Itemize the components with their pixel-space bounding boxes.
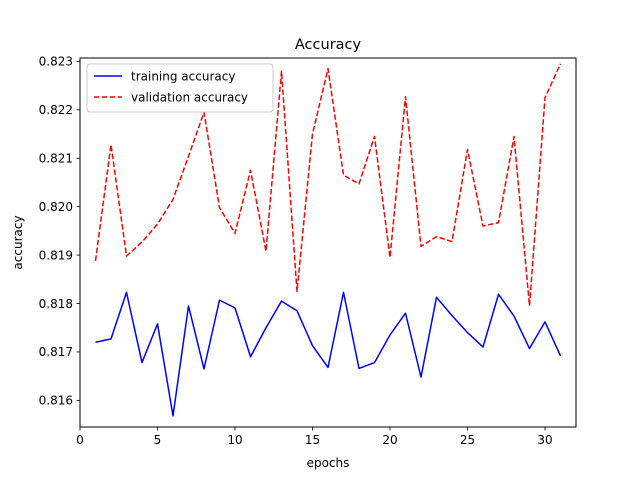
plot-background <box>80 58 576 427</box>
validation-accuracy-line <box>94 63 562 307</box>
plot-frame <box>79 57 577 428</box>
legend-label-validation: validation accuracy <box>131 91 248 105</box>
training-accuracy-line <box>95 291 562 417</box>
y-tick-label: 0.823 <box>39 55 73 69</box>
x-axis-ticks: 0 5 10 15 20 25 30 <box>76 427 553 447</box>
y-tick-label: 0.818 <box>39 297 73 311</box>
legend-box <box>86 63 274 113</box>
x-tick-label: 30 <box>537 433 552 447</box>
chart-title: Accuracy <box>295 37 362 53</box>
series-layer <box>94 63 562 417</box>
y-tick-label: 0.820 <box>39 200 73 214</box>
x-axis-label: epochs <box>307 456 350 470</box>
y-tick-label: 0.816 <box>39 394 73 408</box>
x-tick-label: 10 <box>227 433 242 447</box>
legend: training accuracy validation accuracy <box>86 63 274 113</box>
x-tick-label: 25 <box>460 433 475 447</box>
x-tick-label: 15 <box>305 433 320 447</box>
y-axis-label: accuracy <box>11 215 25 269</box>
x-tick-label: 5 <box>154 433 162 447</box>
y-tick-label: 0.822 <box>39 103 73 117</box>
y-axis-ticks: 0.816 0.817 0.818 0.819 0.820 0.821 0.822 0.823 <box>39 55 80 408</box>
x-tick-label: 0 <box>76 433 84 447</box>
y-tick-label: 0.819 <box>39 248 73 262</box>
legend-label-training: training accuracy <box>131 70 235 84</box>
y-tick-label: 0.817 <box>39 345 73 359</box>
y-tick-label: 0.821 <box>39 152 73 166</box>
x-tick-label: 20 <box>382 433 397 447</box>
